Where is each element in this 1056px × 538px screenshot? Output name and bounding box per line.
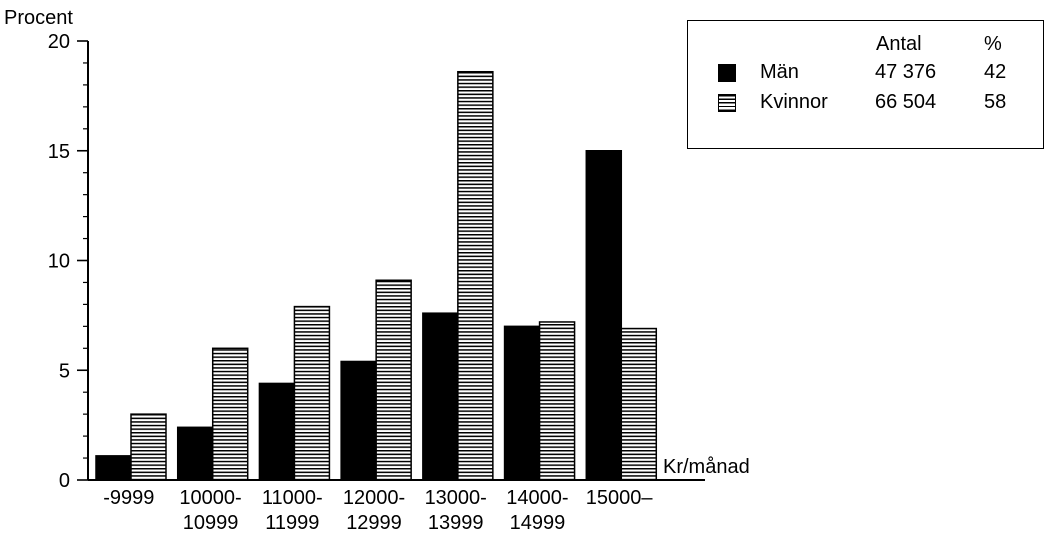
bar-kvinnor — [620, 327, 658, 481]
x-tick-label: -9999 — [103, 487, 154, 509]
legend-percent: 42 — [984, 61, 1007, 83]
legend-row-man: Män 47 376 42 — [688, 61, 1043, 87]
bar-man — [503, 325, 541, 481]
y-axis: 0 5 10 15 20 — [48, 31, 89, 492]
bar-kvinnor — [375, 279, 412, 481]
y-tick-label: 0 — [59, 470, 70, 492]
bar-man — [176, 426, 214, 481]
legend-label: Kvinnor — [760, 91, 828, 113]
legend-swatch-solid — [718, 64, 736, 82]
bar-kvinnor — [130, 413, 167, 481]
x-tick-label: 14000-14999 — [506, 487, 568, 534]
legend-percent: 58 — [984, 91, 1007, 113]
x-tick-label: 11000-11999 — [262, 487, 323, 534]
legend-swatch-striped — [718, 94, 736, 112]
y-axis-title: Procent — [4, 7, 73, 29]
bar-man — [340, 360, 377, 481]
legend-header-percent: % — [984, 33, 1002, 55]
x-tick-label: 12000-12999 — [343, 487, 405, 534]
y-tick-label: 5 — [59, 360, 70, 382]
legend: Antal % Män 47 376 42 Kvinnor 66 504 58 — [687, 20, 1044, 149]
bar-man — [422, 312, 459, 481]
legend-antal: 66 504 — [875, 91, 937, 113]
y-tick-label: 20 — [48, 31, 70, 53]
y-tick-label: 15 — [48, 141, 70, 163]
bar-kvinnor — [457, 70, 494, 481]
x-axis-title: Kr/månad — [663, 456, 750, 478]
bar-kvinnor — [293, 305, 331, 481]
bar-man — [95, 455, 132, 481]
bar-kvinnor — [538, 321, 576, 481]
bar-man — [258, 382, 296, 481]
legend-header-antal: Antal — [876, 33, 922, 55]
bar-man — [585, 150, 623, 481]
x-tick-label: 15000– — [586, 487, 654, 509]
bars — [95, 70, 658, 481]
x-tick-label: 13000-13999 — [425, 487, 487, 534]
x-axis: -9999 10000-10999 11000-11999 12000-12999 13… — [88, 479, 705, 534]
legend-label: Män — [760, 61, 799, 83]
bar-kvinnor — [211, 347, 249, 481]
y-tick-label: 10 — [48, 251, 70, 273]
x-tick-label: 10000-10999 — [179, 487, 241, 534]
legend-row-kvinnor: Kvinnor 66 504 58 — [688, 91, 1043, 117]
legend-antal: 47 376 — [875, 61, 937, 83]
